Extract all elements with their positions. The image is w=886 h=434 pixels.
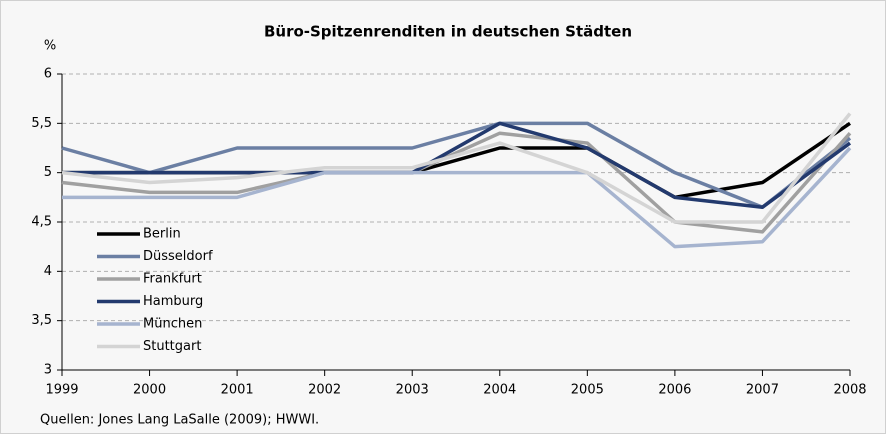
y-tick-label: 3 [44,363,52,378]
chart-title: Büro-Spitzenrenditen in deutschen Städte… [264,23,632,41]
legend-label: München [143,317,202,332]
x-tick-label: 2002 [308,383,341,398]
source-note: Quellen: Jones Lang LaSalle (2009); HWWI… [40,413,319,428]
x-tick-label: 2006 [658,383,691,398]
x-tick-label: 2003 [396,383,429,398]
series-line [61,131,852,234]
x-tick-label: 2004 [483,383,516,398]
series-line [61,112,852,224]
y-axis-label: % [44,39,56,54]
x-tick-label: 2007 [746,383,779,398]
x-tick-label: 2001 [221,383,254,398]
y-tick-label: 3,5 [31,313,52,328]
legend-label: Düsseldorf [143,249,213,264]
legend-label: Hamburg [143,294,203,309]
x-tick-label: 2008 [833,383,866,398]
x-tick-label: 2005 [571,383,604,398]
x-tick-label: 2000 [133,383,166,398]
y-tick-label: 6 [44,67,52,82]
legend-label: Berlin [143,227,181,242]
y-tick-label: 4,5 [31,215,52,230]
series-line [62,121,852,209]
y-tick-label: 5 [44,165,52,180]
y-tick-label: 5,5 [31,116,52,131]
x-tick-label: 1999 [45,383,78,398]
series-line [61,121,852,209]
legend-label: Frankfurt [143,272,202,287]
y-tick-label: 4 [44,264,52,279]
series-line [62,146,852,249]
legend-label: Stuttgart [143,339,201,354]
